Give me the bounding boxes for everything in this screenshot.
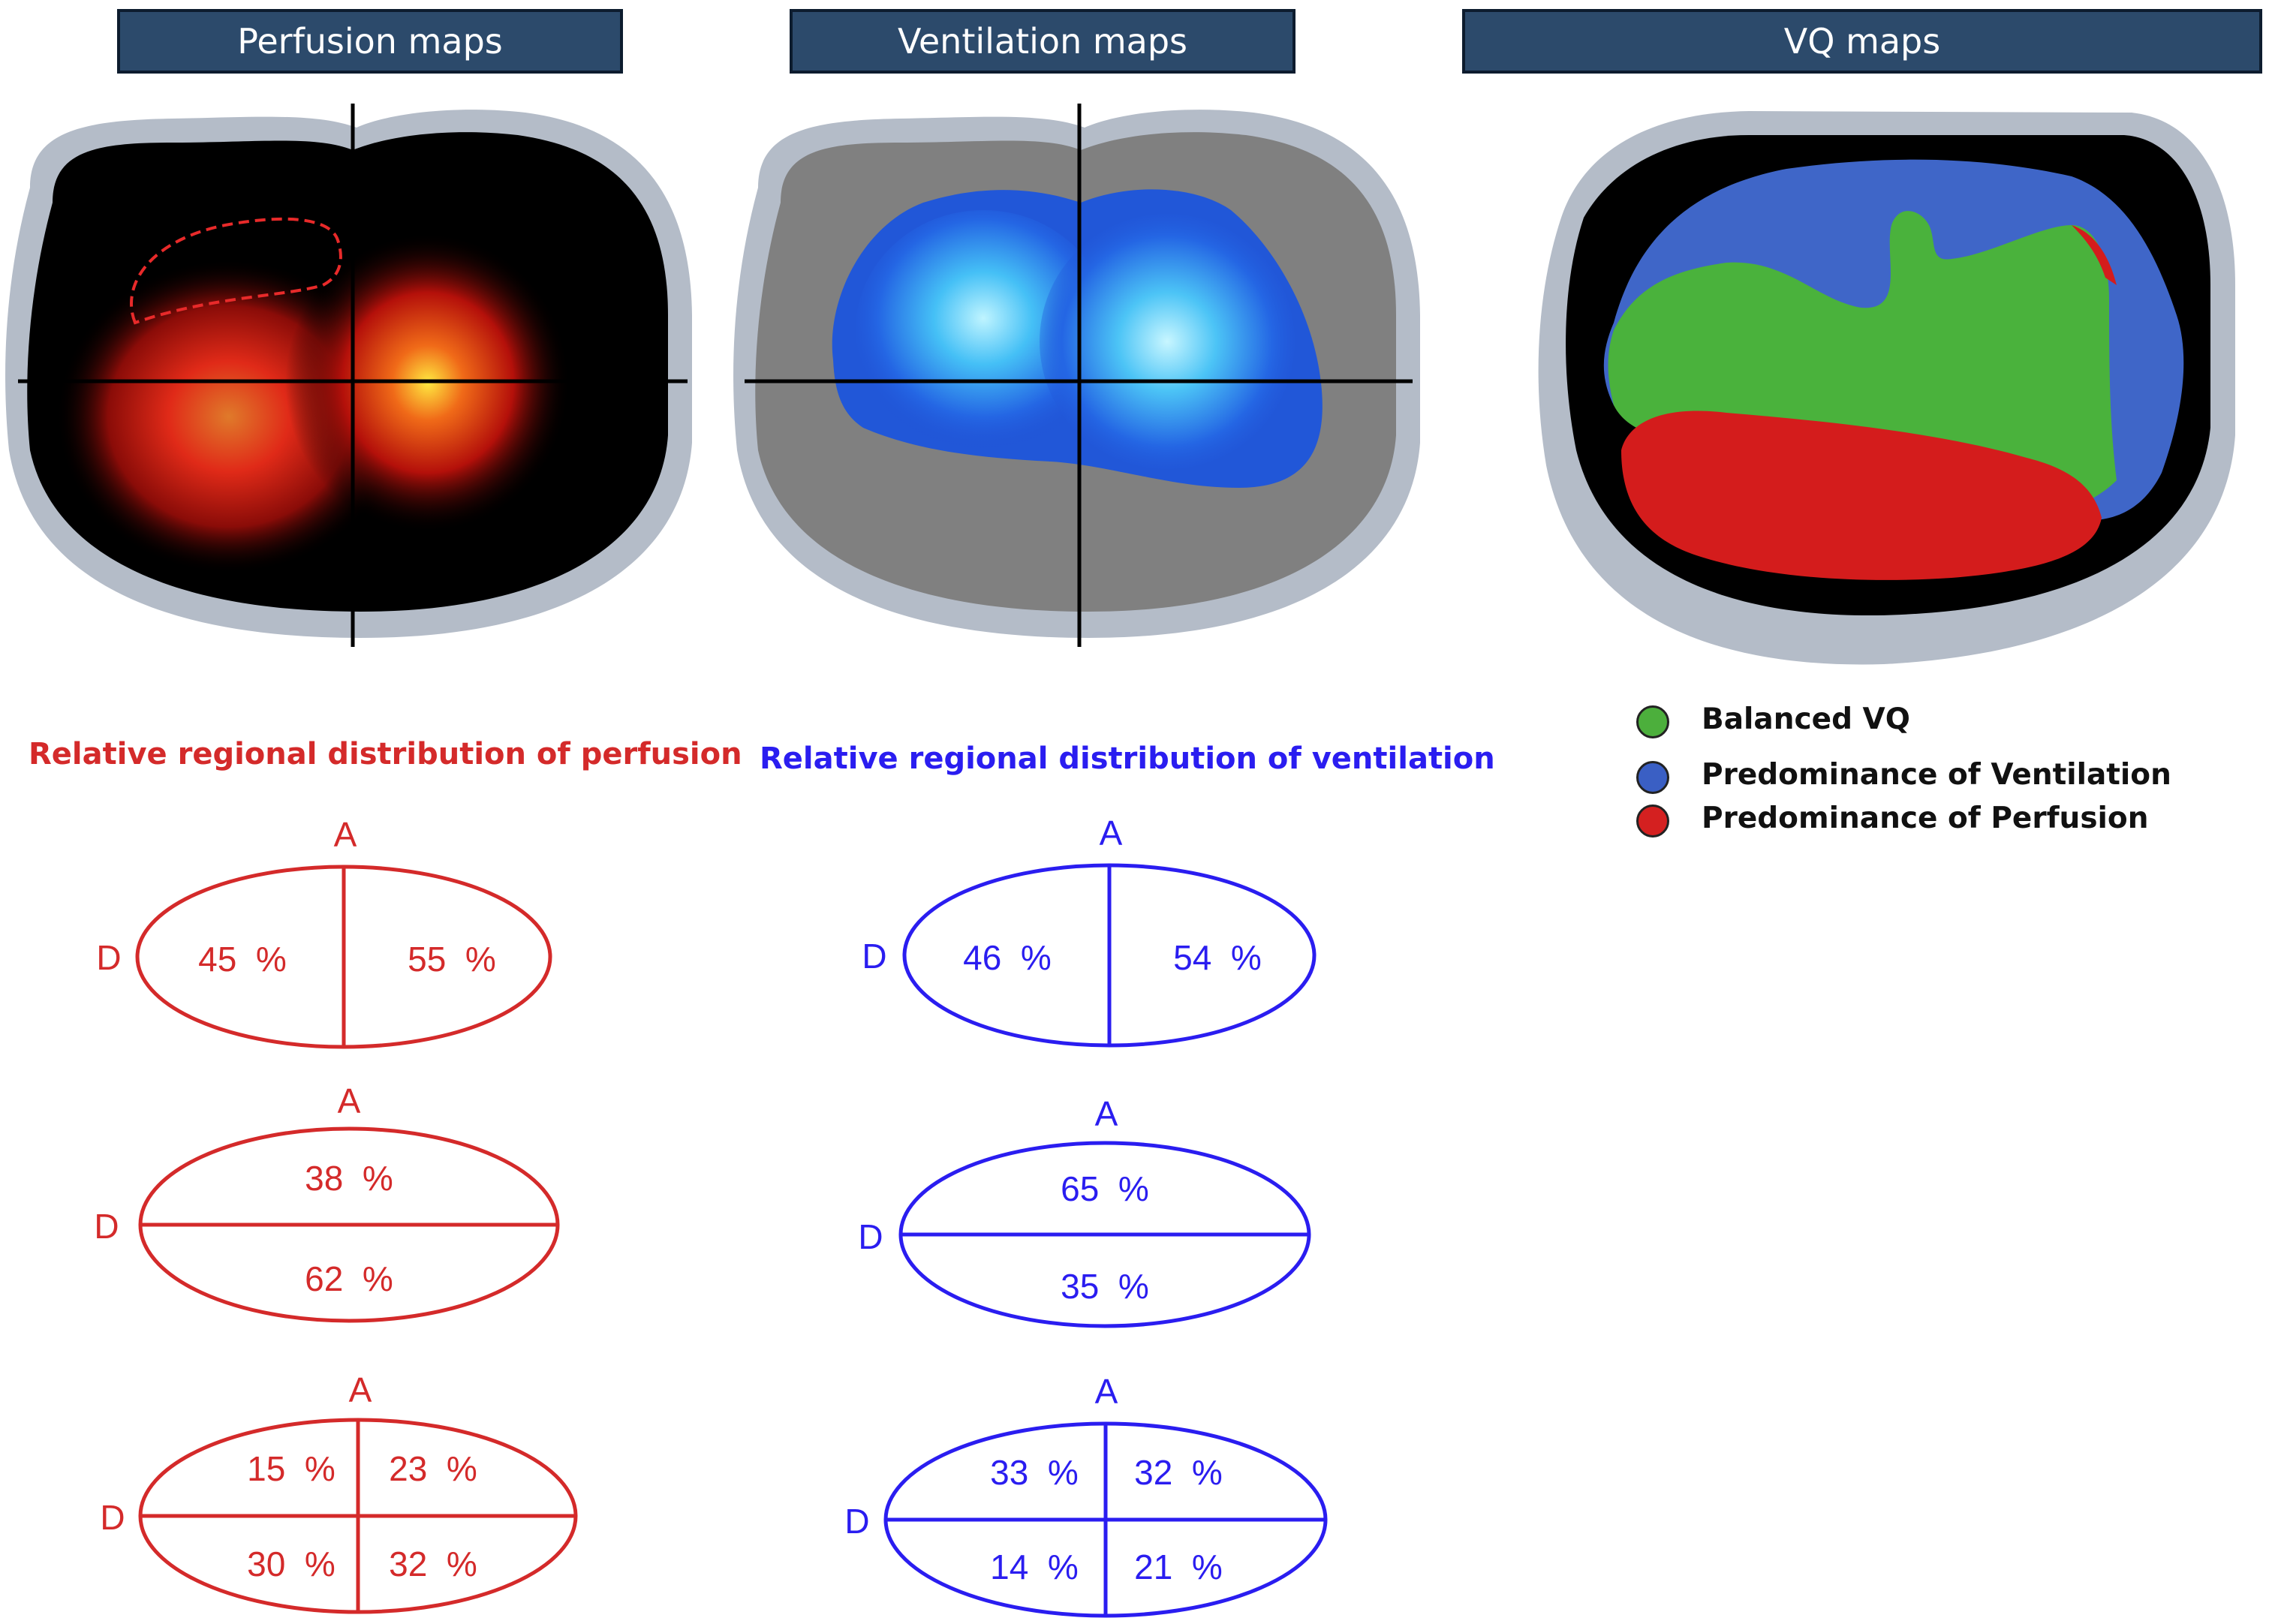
perfusion-q-dependent-label: D	[100, 1498, 125, 1537]
ventilation-lr-left-value: 46 %	[963, 938, 1052, 977]
ventilation-tb-dependent-label: D	[858, 1217, 883, 1256]
vq-maps-title: VQ maps	[1783, 21, 1941, 62]
ventilation-top-bottom-diagram	[898, 1141, 1311, 1328]
perfusion-left-right-diagram	[135, 865, 552, 1049]
ventilation-maps-title: Ventilation maps	[897, 21, 1188, 62]
legend-label-perfusion: Predominance of Perfusion	[1702, 801, 2149, 835]
vq-maps-header: VQ maps	[1462, 9, 2262, 74]
perfusion-tb-bottom-value: 62 %	[305, 1259, 393, 1298]
ventilation-lr-anterior-label: A	[1100, 814, 1123, 853]
perfusion-q-bottom-left-value: 30 %	[247, 1544, 336, 1583]
perfusion-lr-dependent-label: D	[96, 938, 121, 977]
perfusion-tb-dependent-label: D	[94, 1207, 119, 1246]
perfusion-subtitle: Relative regional distribution of perfus…	[29, 737, 742, 771]
perfusion-q-top-right-value: 23 %	[389, 1449, 477, 1488]
ventilation-q-dependent-label: D	[844, 1502, 869, 1541]
perfusion-dashed-region	[130, 217, 342, 325]
legend-swatch-balanced	[1636, 705, 1669, 738]
perfusion-lr-anterior-label: A	[334, 815, 357, 854]
perfusion-tb-anterior-label: A	[338, 1081, 361, 1120]
perfusion-quadrants-diagram	[138, 1418, 578, 1614]
ventilation-left-right-diagram	[902, 863, 1317, 1048]
perfusion-q-top-left-value: 15 %	[247, 1449, 336, 1488]
ventilation-tb-bottom-value: 35 %	[1061, 1267, 1149, 1306]
ventilation-lr-right-value: 54 %	[1173, 938, 1262, 977]
ventilation-q-top-left-value: 33 %	[990, 1453, 1079, 1492]
ventilation-q-anterior-label: A	[1095, 1372, 1118, 1411]
legend-label-balanced: Balanced VQ	[1702, 702, 1910, 736]
perfusion-tb-top-value: 38 %	[305, 1159, 393, 1198]
perfusion-lr-right-value: 55 %	[408, 940, 496, 979]
ventilation-q-bottom-left-value: 14 %	[990, 1547, 1079, 1586]
perfusion-lr-left-value: 45 %	[198, 940, 287, 979]
vq-map	[1566, 135, 2210, 616]
perfusion-maps-header: Perfusion maps	[117, 9, 623, 74]
perfusion-q-anterior-label: A	[349, 1370, 372, 1409]
legend-label-ventilation: Predominance of Ventilation	[1702, 758, 2171, 792]
perfusion-maps-title: Perfusion maps	[237, 21, 503, 62]
legend-swatch-perfusion	[1636, 804, 1669, 838]
ventilation-lr-dependent-label: D	[862, 937, 886, 976]
ventilation-tb-top-value: 65 %	[1061, 1169, 1149, 1208]
ventilation-q-bottom-right-value: 21 %	[1134, 1547, 1223, 1586]
ventilation-heatmap	[755, 132, 1396, 612]
legend-swatch-ventilation	[1636, 761, 1669, 794]
perfusion-q-bottom-right-value: 32 %	[389, 1544, 477, 1583]
ventilation-tb-anterior-label: A	[1095, 1094, 1118, 1133]
ventilation-quadrants-diagram	[883, 1421, 1328, 1618]
ventilation-subtitle: Relative regional distribution of ventil…	[760, 741, 1495, 776]
perfusion-heatmap	[27, 132, 668, 612]
ventilation-maps-header: Ventilation maps	[790, 9, 1295, 74]
perfusion-top-bottom-diagram	[138, 1126, 560, 1323]
ventilation-q-top-right-value: 32 %	[1134, 1453, 1223, 1492]
